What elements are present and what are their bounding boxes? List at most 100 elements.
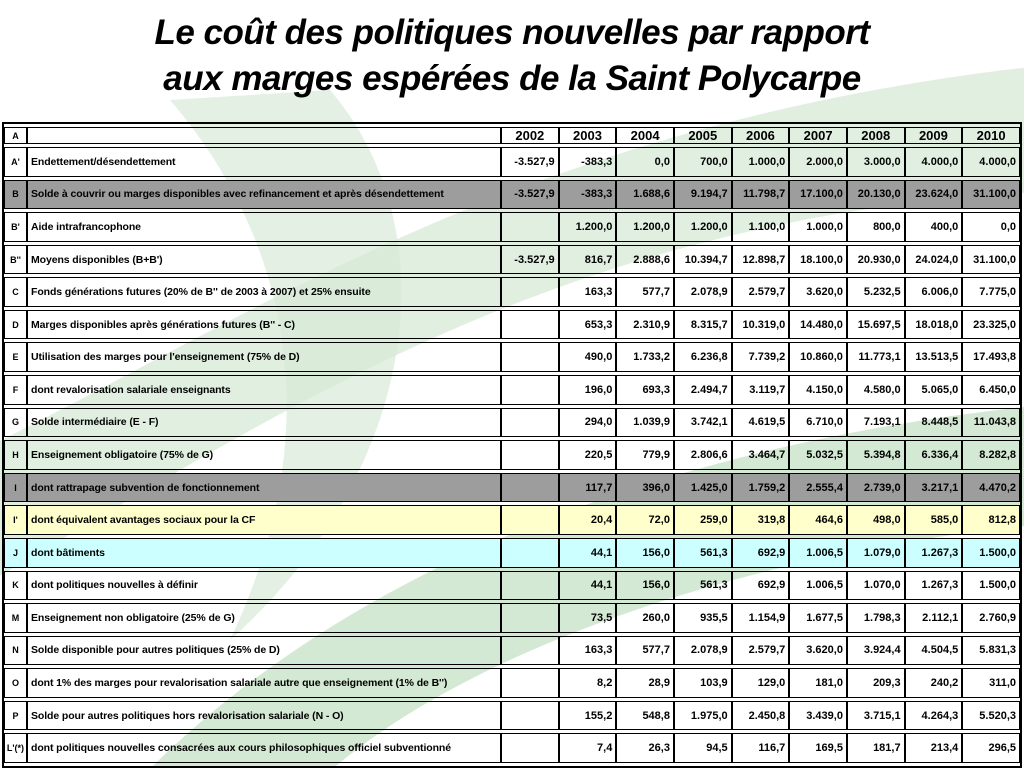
cell-value: 3.464,7 xyxy=(731,440,790,470)
cell-value: 5.232,5 xyxy=(846,277,905,307)
year-header: 2009 xyxy=(904,127,963,144)
page-title: Le coût des politiques nouvelles par rap… xyxy=(0,10,1024,102)
cell-value: 2.078,9 xyxy=(673,277,732,307)
cell-value: 464,6 xyxy=(789,505,847,535)
cell-value: 11.773,1 xyxy=(846,342,905,373)
cell-value: 3.000,0 xyxy=(846,147,905,177)
row-label: dont politiques nouvelles consacrées aux… xyxy=(27,733,501,763)
cell-value: 4.619,5 xyxy=(731,407,790,438)
row-label: dont bâtiments xyxy=(27,537,501,568)
row-letter: F xyxy=(4,375,27,405)
table-row: C Fonds générations futures (20% de B'' d… xyxy=(4,277,1020,307)
year-header: 2004 xyxy=(616,127,674,144)
cell-value xyxy=(501,309,559,340)
cell-value: 31.100,0 xyxy=(962,244,1020,275)
cell-value: -383,3 xyxy=(558,179,617,210)
cell-value: 155,2 xyxy=(558,700,617,731)
cell-value: 6.710,0 xyxy=(789,407,847,438)
row-letter: E xyxy=(4,342,27,373)
cell-value: 577,7 xyxy=(616,635,674,666)
cell-value: -3.527,9 xyxy=(501,179,559,210)
cell-value: 181,0 xyxy=(789,668,847,698)
cell-value xyxy=(501,440,559,470)
table-row: E Utilisation des marges pour l'enseignem… xyxy=(4,342,1020,373)
cell-value: 2.112,1 xyxy=(904,603,963,633)
cell-value: 23.624,0 xyxy=(904,179,963,210)
cell-value: 14.480,0 xyxy=(789,309,847,340)
table-row: D Marges disponibles après générations fu… xyxy=(4,309,1020,340)
cell-value: 1.079,0 xyxy=(846,537,905,568)
cell-value: 1.759,2 xyxy=(731,472,790,503)
cell-value: 1.000,0 xyxy=(731,147,790,177)
cell-value: 9.194,7 xyxy=(673,179,732,210)
cell-value: 20.930,0 xyxy=(846,244,905,275)
row-label: dont politiques nouvelles à définir xyxy=(27,570,501,601)
row-letter: P xyxy=(4,700,27,731)
cell-value: 181,7 xyxy=(846,733,905,763)
cell-value: 2.310,9 xyxy=(616,309,674,340)
cell-value: 2.450,8 xyxy=(731,700,790,731)
cell-value: 17.493,8 xyxy=(962,342,1020,373)
cell-value: 4.000,0 xyxy=(904,147,963,177)
cell-value: 213,4 xyxy=(904,733,963,763)
cell-value: 0,0 xyxy=(616,147,674,177)
cell-value: 800,0 xyxy=(846,212,905,242)
cell-value: 498,0 xyxy=(846,505,905,535)
cell-value: 692,9 xyxy=(731,537,790,568)
cell-value: 13.513,5 xyxy=(904,342,963,373)
row-label: Solde à couvrir ou marges disponibles av… xyxy=(27,179,501,210)
cell-value: 6.236,8 xyxy=(673,342,732,373)
table-row: I' dont équivalent avantages sociaux pour… xyxy=(4,505,1020,535)
cell-value: -383,3 xyxy=(558,147,617,177)
row-label: Enseignement obligatoire (75% de G) xyxy=(27,440,501,470)
row-letter: I xyxy=(4,472,27,503)
cell-value xyxy=(501,277,559,307)
cell-value: 6.336,4 xyxy=(904,440,963,470)
table-row: A' Endettement/désendettement -3.527,9 -383… xyxy=(4,147,1020,177)
cell-value xyxy=(501,375,559,405)
row-label: dont revalorisation salariale enseignant… xyxy=(27,375,501,405)
cell-value xyxy=(501,603,559,633)
cell-value: 156,0 xyxy=(616,537,674,568)
cell-value: 653,3 xyxy=(558,309,617,340)
cell-value: 169,5 xyxy=(789,733,847,763)
cell-value: 1.677,5 xyxy=(789,603,847,633)
cell-value: 8.315,7 xyxy=(673,309,732,340)
cell-value: 6.006,0 xyxy=(904,277,963,307)
cell-value: 5.520,3 xyxy=(962,700,1020,731)
cell-value: 935,5 xyxy=(673,603,732,633)
cell-value: 73,5 xyxy=(558,603,617,633)
cell-value: 2.739,0 xyxy=(846,472,905,503)
cell-value: 1.006,5 xyxy=(789,537,847,568)
row-label: Moyens disponibles (B+B') xyxy=(27,244,501,275)
cell-value: 311,0 xyxy=(962,668,1020,698)
cell-value: 209,3 xyxy=(846,668,905,698)
cell-value: 5.394,8 xyxy=(846,440,905,470)
cell-value: 7.193,1 xyxy=(846,407,905,438)
cell-value: 2.579,7 xyxy=(731,277,790,307)
cell-value: 400,0 xyxy=(904,212,963,242)
row-label: Solde intermédiaire (E - F) xyxy=(27,407,501,438)
cell-value: 72,0 xyxy=(616,505,674,535)
row-letter: D xyxy=(4,309,27,340)
cell-value: 23.325,0 xyxy=(962,309,1020,340)
cell-value: 1.200,0 xyxy=(673,212,732,242)
row-label: Solde disponible pour autres politiques … xyxy=(27,635,501,666)
cell-value: 2.555,4 xyxy=(789,472,847,503)
row-label: dont rattrapage subvention de fonctionne… xyxy=(27,472,501,503)
cell-value: 3.742,1 xyxy=(673,407,732,438)
header-spacer xyxy=(27,127,501,144)
cell-value: 4.470,2 xyxy=(962,472,1020,503)
row-letter: I' xyxy=(4,505,27,535)
cell-value: 585,0 xyxy=(904,505,963,535)
cell-value: 1.200,0 xyxy=(558,212,617,242)
cell-value: 240,2 xyxy=(904,668,963,698)
cell-value: 163,3 xyxy=(558,277,617,307)
cell-value: 3.620,0 xyxy=(789,277,847,307)
cell-value: 11.798,7 xyxy=(731,179,790,210)
cell-value: 4.150,0 xyxy=(789,375,847,405)
